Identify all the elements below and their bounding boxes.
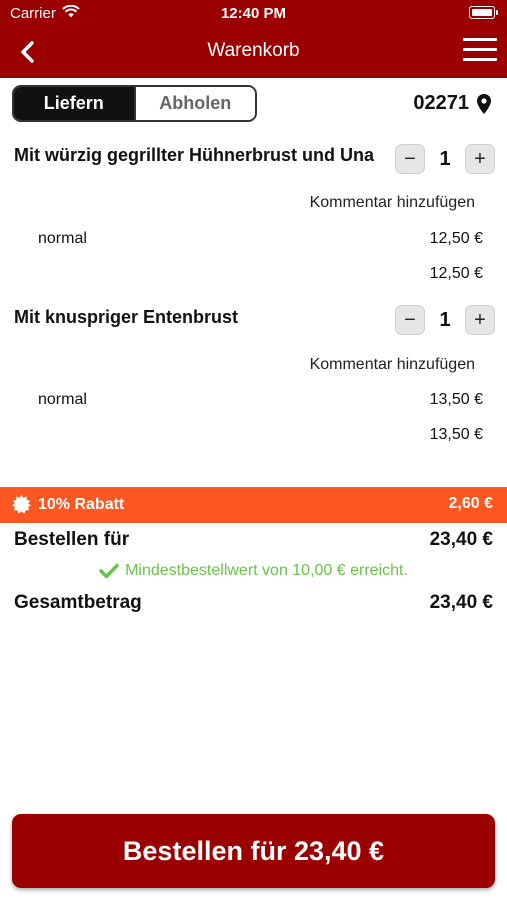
pickup-tab[interactable]: Abholen	[133, 87, 255, 120]
total-value: 23,40 €	[429, 592, 493, 613]
order-for-value: 23,40 €	[429, 529, 493, 550]
status-time: 12:40 PM	[220, 5, 287, 22]
deliver-tab[interactable]: Liefern	[14, 87, 134, 120]
discount-label: 10% Rabatt	[38, 495, 125, 513]
variant-price: 13,50 €	[429, 391, 483, 408]
decrease-quantity-button[interactable]: −	[395, 305, 425, 335]
order-for-row: Bestellen für 23,40 €	[14, 529, 493, 551]
discount-bar: 10% Rabatt 2,60 €	[0, 487, 507, 523]
item-total: 13,50 €	[429, 426, 483, 443]
delivery-mode-toggle: Liefern Abholen	[12, 85, 257, 122]
cart-item-name: Mit würzig gegrillter Hühnerbrust und Un…	[14, 145, 374, 165]
increase-quantity-button[interactable]: +	[465, 144, 495, 174]
zip-code: 02271	[413, 92, 469, 114]
location-pin-icon	[477, 93, 491, 114]
wifi-icon	[62, 4, 80, 22]
status-bar: Carrier 12:40 PM	[0, 0, 507, 26]
minus-icon: −	[404, 147, 416, 170]
discount-value: 2,60 €	[448, 495, 493, 512]
total-label: Gesamtbetrag	[14, 592, 142, 613]
item-variant: normal	[38, 391, 87, 408]
quantity-value: 1	[439, 147, 451, 170]
cart-item-name: Mit knuspriger Entenbrust	[14, 307, 239, 327]
menu-button[interactable]	[463, 38, 497, 66]
nav-bar: Warenkorb	[0, 26, 507, 78]
min-order-text: Mindestbestellwert von 10,00 € erreicht.	[125, 562, 408, 579]
quantity-stepper: − 1 +	[395, 305, 495, 335]
min-order-message: Mindestbestellwert von 10,00 € erreicht.	[0, 562, 507, 580]
variant-price: 12,50 €	[429, 230, 483, 247]
quantity-value: 1	[439, 308, 451, 331]
carrier-label: Carrier	[10, 5, 56, 22]
quantity-stepper: − 1 +	[395, 144, 495, 174]
increase-quantity-button[interactable]: +	[465, 305, 495, 335]
order-button[interactable]: Bestellen für 23,40 €	[12, 814, 495, 888]
plus-icon: +	[474, 308, 486, 331]
item-variant: normal	[38, 230, 87, 247]
carrier: Carrier	[10, 4, 80, 22]
plus-icon: +	[474, 147, 486, 170]
back-icon	[21, 41, 34, 63]
check-icon	[99, 563, 119, 579]
minus-icon: −	[404, 308, 416, 331]
menu-icon	[463, 38, 497, 61]
battery-icon	[469, 6, 498, 19]
add-comment-link[interactable]: Kommentar hinzufügen	[309, 356, 475, 373]
delivery-location[interactable]: 02271	[413, 92, 491, 115]
page-title: Warenkorb	[207, 40, 300, 61]
back-button[interactable]	[14, 38, 42, 66]
decrease-quantity-button[interactable]: −	[395, 144, 425, 174]
item-total: 12,50 €	[429, 265, 483, 282]
order-for-label: Bestellen für	[14, 529, 130, 550]
add-comment-link[interactable]: Kommentar hinzufügen	[309, 194, 475, 211]
discount-badge-icon	[12, 495, 31, 514]
total-row: Gesamtbetrag 23,40 €	[14, 592, 493, 614]
